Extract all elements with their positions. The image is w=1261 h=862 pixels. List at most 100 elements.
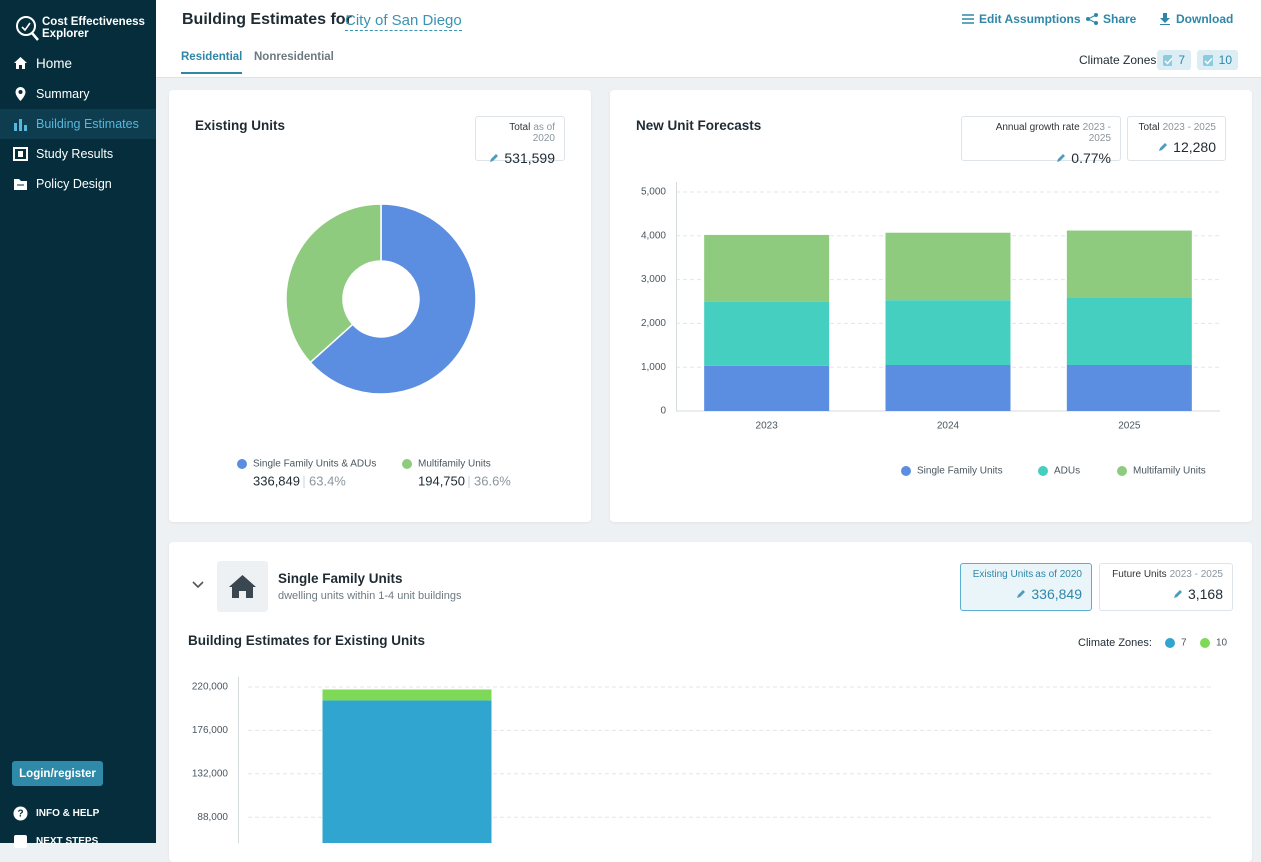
x-tick-label: 2025 — [1118, 421, 1141, 432]
chart-title: Building Estimates for Existing Units — [188, 633, 426, 648]
action[interactable]: Edit Assumptions — [962, 12, 1081, 26]
nav-label: Summary — [36, 87, 90, 101]
action-label: Download — [1176, 12, 1234, 26]
bar-segment — [1066, 297, 1192, 366]
logo-icon — [16, 16, 39, 41]
bar-segment — [885, 365, 1011, 411]
legend-title: Climate Zones: — [1078, 637, 1152, 649]
y-tick-label: 176,000 — [192, 725, 229, 736]
stat-box[interactable]: Total as of 2020 531,599 — [475, 116, 565, 166]
single-family-card: Single Family Units dwelling units withi… — [169, 542, 1252, 862]
legend-swatch — [1200, 638, 1210, 648]
stat-period: 2023 - 2025 — [1162, 122, 1216, 133]
footer-link[interactable]: NEXT STEPS — [13, 834, 98, 849]
legend-percent: 63.4% — [309, 473, 346, 488]
zone-label: 7 — [1178, 53, 1185, 67]
climate-zones-label: Climate Zones — [1079, 53, 1157, 67]
stat-label: Total — [509, 122, 531, 133]
action-label: Share — [1103, 12, 1137, 26]
forecast-card: New Unit Forecasts Annual growth rate 202… — [610, 90, 1252, 522]
stat-box[interactable]: Existing Units as of 2020 336,849 — [960, 563, 1092, 611]
zone-chip[interactable]: 7 — [1157, 50, 1191, 70]
stat-value: 3,168 — [1187, 586, 1223, 602]
nav-item[interactable]: Building Estimates — [0, 109, 156, 139]
y-tick-label: 5,000 — [641, 187, 666, 198]
legend-value: 336,849 — [253, 473, 300, 488]
logo-line: Explorer — [42, 28, 89, 40]
bar-segment — [322, 689, 492, 701]
login-button[interactable]: Login/register — [12, 761, 103, 786]
nav-label: Home — [36, 55, 73, 71]
stat-value: 0.77% — [1071, 150, 1111, 166]
nav-item[interactable]: Policy Design — [0, 169, 156, 199]
stat-label: Total — [1138, 122, 1160, 133]
zone-chip[interactable]: 10 — [1197, 50, 1238, 70]
house-icon-box — [217, 561, 268, 612]
bar-segment — [1066, 365, 1192, 411]
nav-label: Building Estimates — [36, 117, 139, 131]
nav-item[interactable]: Summary — [0, 79, 156, 109]
x-tick-label: 2023 — [756, 421, 779, 432]
y-tick-label: 88,000 — [197, 812, 228, 823]
logo-line: Cost Effectiveness — [42, 16, 145, 28]
sidebar: Cost Effectiveness Explorer Home Summary… — [0, 0, 156, 848]
legend-label: Multifamily Units — [418, 459, 491, 470]
stat-label: Future Units — [1112, 569, 1167, 580]
nav-label: Study Results — [36, 147, 114, 161]
location-select[interactable]: City of San Diego — [345, 12, 462, 31]
bar-segment — [1066, 230, 1192, 298]
stat-value: 531,599 — [504, 150, 555, 166]
legend-swatch — [1117, 466, 1127, 476]
legend-swatch — [1165, 638, 1175, 648]
tab[interactable]: Nonresidential — [254, 51, 334, 63]
page-title: Building Estimates for — [182, 11, 352, 28]
section-subtitle: dwelling units within 1-4 unit buildings — [278, 590, 462, 602]
legend-swatch — [402, 459, 412, 469]
section-title: Single Family Units — [278, 571, 403, 586]
y-tick-label: 2,000 — [641, 318, 666, 329]
y-tick-label: 1,000 — [641, 362, 666, 373]
nav-item[interactable]: Study Results — [0, 139, 156, 169]
logo-text: Cost Effectiveness Explorer — [42, 16, 145, 40]
y-tick-label: 4,000 — [641, 230, 666, 241]
stat-label: Annual growth rate — [995, 122, 1080, 133]
stat-box[interactable]: Annual growth rate 2023 - 2025 0.77% — [961, 116, 1121, 166]
stat-period: 2023 - 2025 — [1169, 569, 1223, 580]
stat-value: 336,849 — [1031, 586, 1082, 602]
donut-slice — [309, 203, 477, 395]
collapse-toggle[interactable] — [192, 581, 204, 589]
svg-text:?: ? — [17, 809, 23, 820]
stat-box[interactable]: Total 2023 - 2025 12,280 — [1127, 116, 1226, 161]
stat-label: Existing Units — [972, 569, 1034, 580]
bar-segment — [885, 232, 1011, 301]
legend-label: Multifamily Units — [1133, 466, 1206, 477]
card-title: Existing Units — [195, 118, 286, 133]
nav-item[interactable]: Home — [0, 48, 156, 78]
y-tick-label: 220,000 — [192, 682, 229, 693]
legend-value: 194,750 — [418, 473, 465, 488]
card-title: New Unit Forecasts — [636, 118, 762, 133]
stacked-bar-chart: 88,000 132,000 176,000 220,000 Climate Zones… — [192, 637, 1228, 843]
y-tick-label: 3,000 — [641, 274, 666, 285]
stacked-bar-chart: 0 1,000 2,000 3,000 4,000 5,000 2023 2024 2025 Si… — [641, 182, 1220, 477]
existing-units-card: Existing Units Total as of 2020 531,599 Si… — [169, 90, 591, 522]
legend-label: 7 — [1181, 638, 1187, 649]
donut-slice — [285, 203, 382, 364]
action[interactable]: Share — [1086, 12, 1136, 26]
stat-box[interactable]: Future Units 2023 - 2025 3,168 — [1099, 563, 1233, 611]
nav-label: Policy Design — [36, 177, 112, 191]
header: Building Estimates for City of San Diego… — [156, 0, 1261, 78]
legend-label: 10 — [1216, 638, 1228, 649]
action[interactable]: Download — [1159, 12, 1233, 26]
action-label: Edit Assumptions — [979, 12, 1081, 26]
legend-label: Single Family Units & ADUs — [253, 459, 376, 470]
footer-link[interactable]: ? INFO & HELP — [13, 806, 99, 821]
stat-period: as of 2020 — [532, 122, 555, 144]
tab[interactable]: Residential — [181, 51, 243, 74]
stat-period: 2023 - 2025 — [1082, 122, 1111, 144]
legend-swatch — [237, 459, 247, 469]
legend-swatch — [901, 466, 911, 476]
zone-label: 10 — [1218, 53, 1232, 67]
bar-segment — [704, 365, 830, 411]
